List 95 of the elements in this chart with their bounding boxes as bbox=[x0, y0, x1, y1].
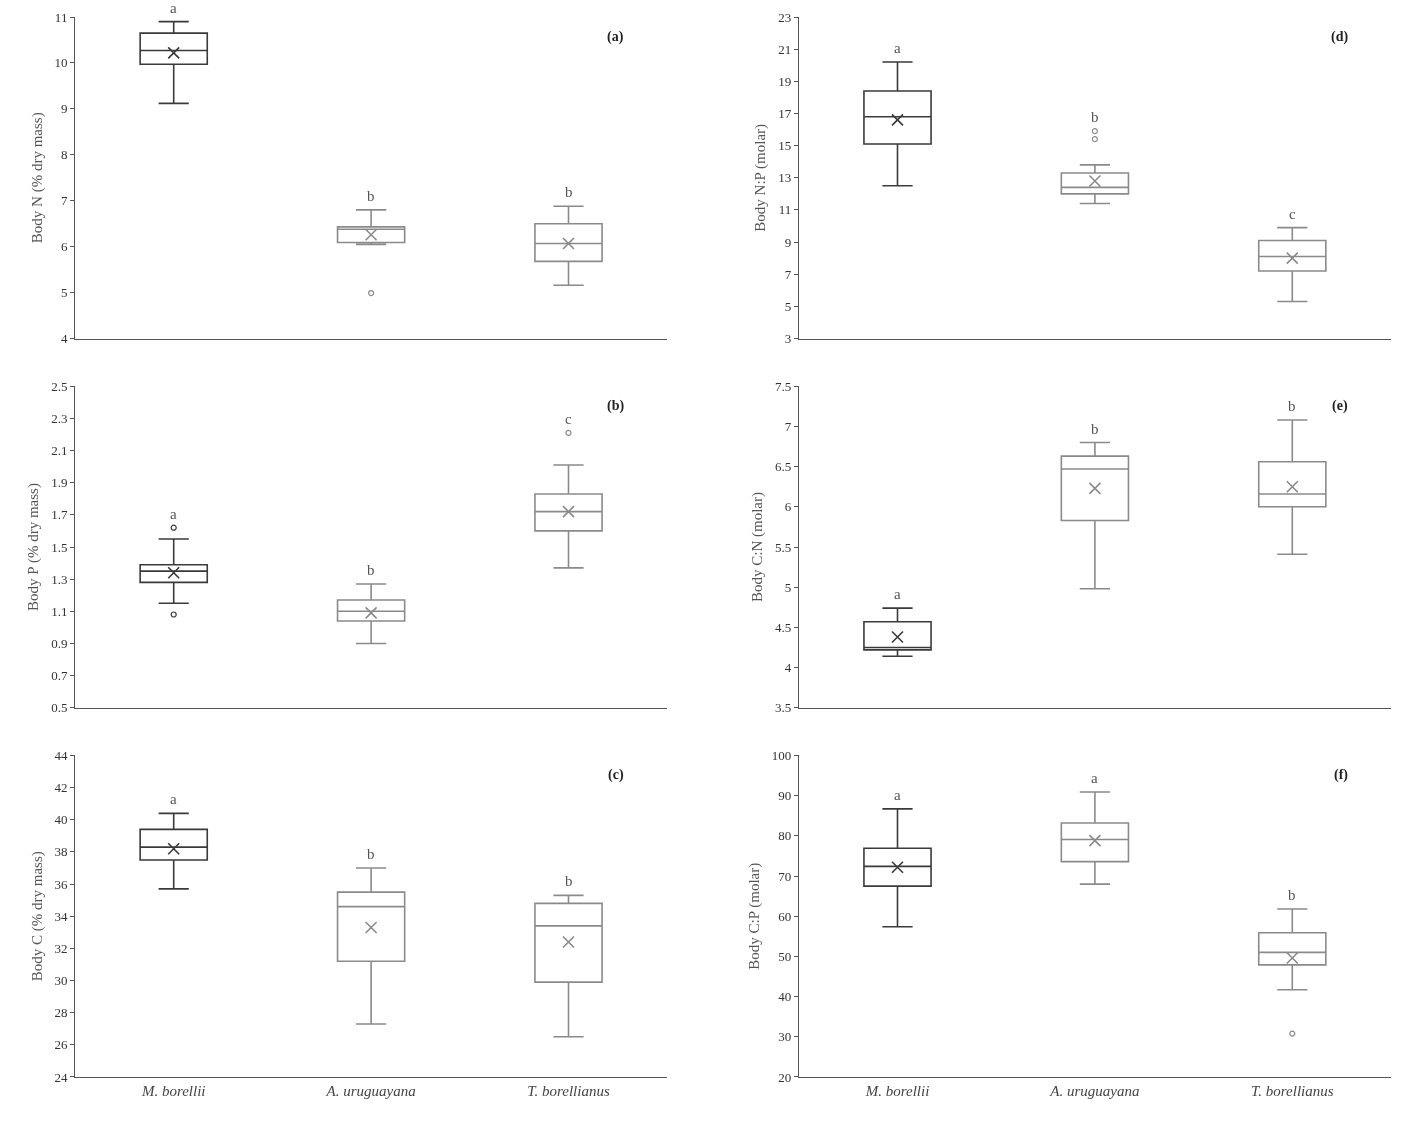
y-tick-label: 1.1 bbox=[51, 603, 68, 619]
annotation: (b) bbox=[607, 398, 625, 414]
text: a bbox=[170, 0, 177, 16]
y-tick-label: 0.7 bbox=[51, 668, 68, 684]
annotation: a bbox=[1091, 770, 1098, 786]
y-tick-label: 30 bbox=[778, 1029, 792, 1045]
annotation: b bbox=[367, 188, 375, 204]
y-tick-label: 3 bbox=[784, 331, 792, 347]
annotation: b bbox=[1091, 421, 1099, 437]
y-tick-label: 15 bbox=[778, 138, 792, 154]
y-tick-label: 2.3 bbox=[51, 410, 68, 426]
y-tick-label: 17 bbox=[778, 106, 792, 122]
annotation: a bbox=[894, 40, 901, 56]
y-tick-label: 19 bbox=[778, 73, 792, 89]
annotation: a bbox=[170, 506, 177, 522]
y-tick-label: 4.5 bbox=[774, 619, 792, 635]
annotation: c bbox=[565, 411, 572, 427]
annotation: b bbox=[1091, 109, 1099, 125]
y-tick-label: 13 bbox=[778, 170, 792, 186]
annotation: b bbox=[367, 562, 375, 578]
y-tick-label: 7 bbox=[784, 266, 792, 282]
y-tick-label: 5 bbox=[784, 298, 792, 314]
y-tick-label: 26 bbox=[54, 1037, 68, 1053]
annotation: b bbox=[565, 873, 573, 889]
y-tick-label: 1.5 bbox=[51, 539, 68, 555]
y-tick-label: 10 bbox=[54, 55, 68, 71]
annotation: (e) bbox=[1332, 398, 1348, 414]
y-tick-label: 36 bbox=[54, 876, 68, 892]
x-tick-label: T. borellianus bbox=[527, 1083, 610, 1099]
x-tick-label: M. borellii bbox=[140, 1083, 206, 1099]
annotation: (a) bbox=[607, 29, 624, 45]
y-axis-title: Body P (% dry mass) bbox=[25, 483, 43, 611]
y-tick-label: 30 bbox=[54, 973, 68, 989]
y-axis-title: Body C (% dry mass) bbox=[28, 851, 46, 982]
annotation: a bbox=[170, 791, 177, 807]
y-tick-label: 100 bbox=[771, 748, 792, 764]
annotation: b bbox=[1288, 398, 1296, 414]
x-tick-label: T. borellianus bbox=[1251, 1083, 1334, 1099]
y-tick-label: 20 bbox=[778, 1069, 792, 1085]
y-tick-label: 50 bbox=[778, 948, 792, 964]
y-tick-label: 80 bbox=[778, 828, 792, 844]
y-axis-title: Body C:P (molar) bbox=[745, 862, 763, 970]
y-axis-title: Body N (% dry mass) bbox=[28, 112, 46, 244]
y-tick-label: 9 bbox=[784, 234, 792, 250]
y-tick-label: 24 bbox=[54, 1069, 68, 1085]
y-tick-label: 4 bbox=[60, 331, 68, 347]
annotation: b bbox=[1288, 887, 1296, 903]
y-tick-label: 23 bbox=[778, 9, 792, 25]
y-tick-label: 28 bbox=[54, 1005, 68, 1021]
y-tick-label: 8 bbox=[60, 147, 68, 163]
y-tick-label: 7 bbox=[784, 418, 792, 434]
y-tick-label: 2.1 bbox=[51, 443, 68, 459]
y-tick-label: 38 bbox=[54, 844, 68, 860]
y-tick-label: 5 bbox=[784, 579, 792, 595]
y-tick-label: 5.5 bbox=[774, 539, 792, 555]
y-tick-label: 4 bbox=[784, 660, 792, 676]
y-tick-label: 7 bbox=[60, 193, 68, 209]
annotation: a bbox=[894, 586, 901, 602]
annotation: (d) bbox=[1331, 29, 1349, 45]
y-tick-label: 3.5 bbox=[774, 700, 792, 716]
y-tick-label: 32 bbox=[54, 940, 68, 956]
y-axis-title: Body C:N (molar) bbox=[749, 492, 767, 602]
y-tick-label: 6 bbox=[784, 499, 792, 515]
y-tick-label: 6.5 bbox=[774, 459, 792, 475]
y-tick-label: 0.5 bbox=[51, 700, 68, 716]
y-tick-label: 44 bbox=[54, 748, 68, 764]
y-tick-label: 40 bbox=[778, 989, 792, 1005]
y-tick-label: 34 bbox=[54, 908, 68, 924]
y-tick-label: 2.5 bbox=[51, 378, 68, 394]
y-tick-label: 11 bbox=[778, 202, 792, 218]
y-tick-label: 1.7 bbox=[51, 507, 68, 523]
annotation: a bbox=[894, 787, 901, 803]
y-tick-label: 21 bbox=[778, 41, 792, 57]
y-tick-label: 40 bbox=[54, 812, 68, 828]
annotation: c bbox=[1289, 206, 1296, 222]
y-tick-label: 60 bbox=[778, 908, 792, 924]
x-tick-label: M. borellii bbox=[864, 1083, 930, 1099]
y-tick-label: 42 bbox=[54, 780, 68, 796]
y-tick-label: 1.3 bbox=[51, 571, 68, 587]
x-tick-label: A. uruguayana bbox=[325, 1083, 416, 1099]
y-tick-label: 6 bbox=[60, 239, 68, 255]
annotation: (c) bbox=[608, 767, 624, 783]
y-axis-title: Body N:P (molar) bbox=[752, 123, 770, 232]
y-tick-label: 7.5 bbox=[774, 378, 792, 394]
annotation: b bbox=[565, 184, 573, 200]
y-tick-label: 9 bbox=[60, 101, 68, 117]
x-tick-label: A. uruguayana bbox=[1049, 1083, 1140, 1099]
y-tick-label: 70 bbox=[778, 868, 792, 884]
y-tick-label: 5 bbox=[60, 285, 68, 301]
y-tick-label: 1.9 bbox=[51, 475, 68, 491]
y-tick-label: 11 bbox=[54, 9, 68, 25]
annotation: b bbox=[367, 846, 375, 862]
y-tick-label: 0.9 bbox=[51, 636, 68, 652]
annotation: (f) bbox=[1334, 767, 1349, 783]
y-tick-label: 90 bbox=[778, 788, 792, 804]
